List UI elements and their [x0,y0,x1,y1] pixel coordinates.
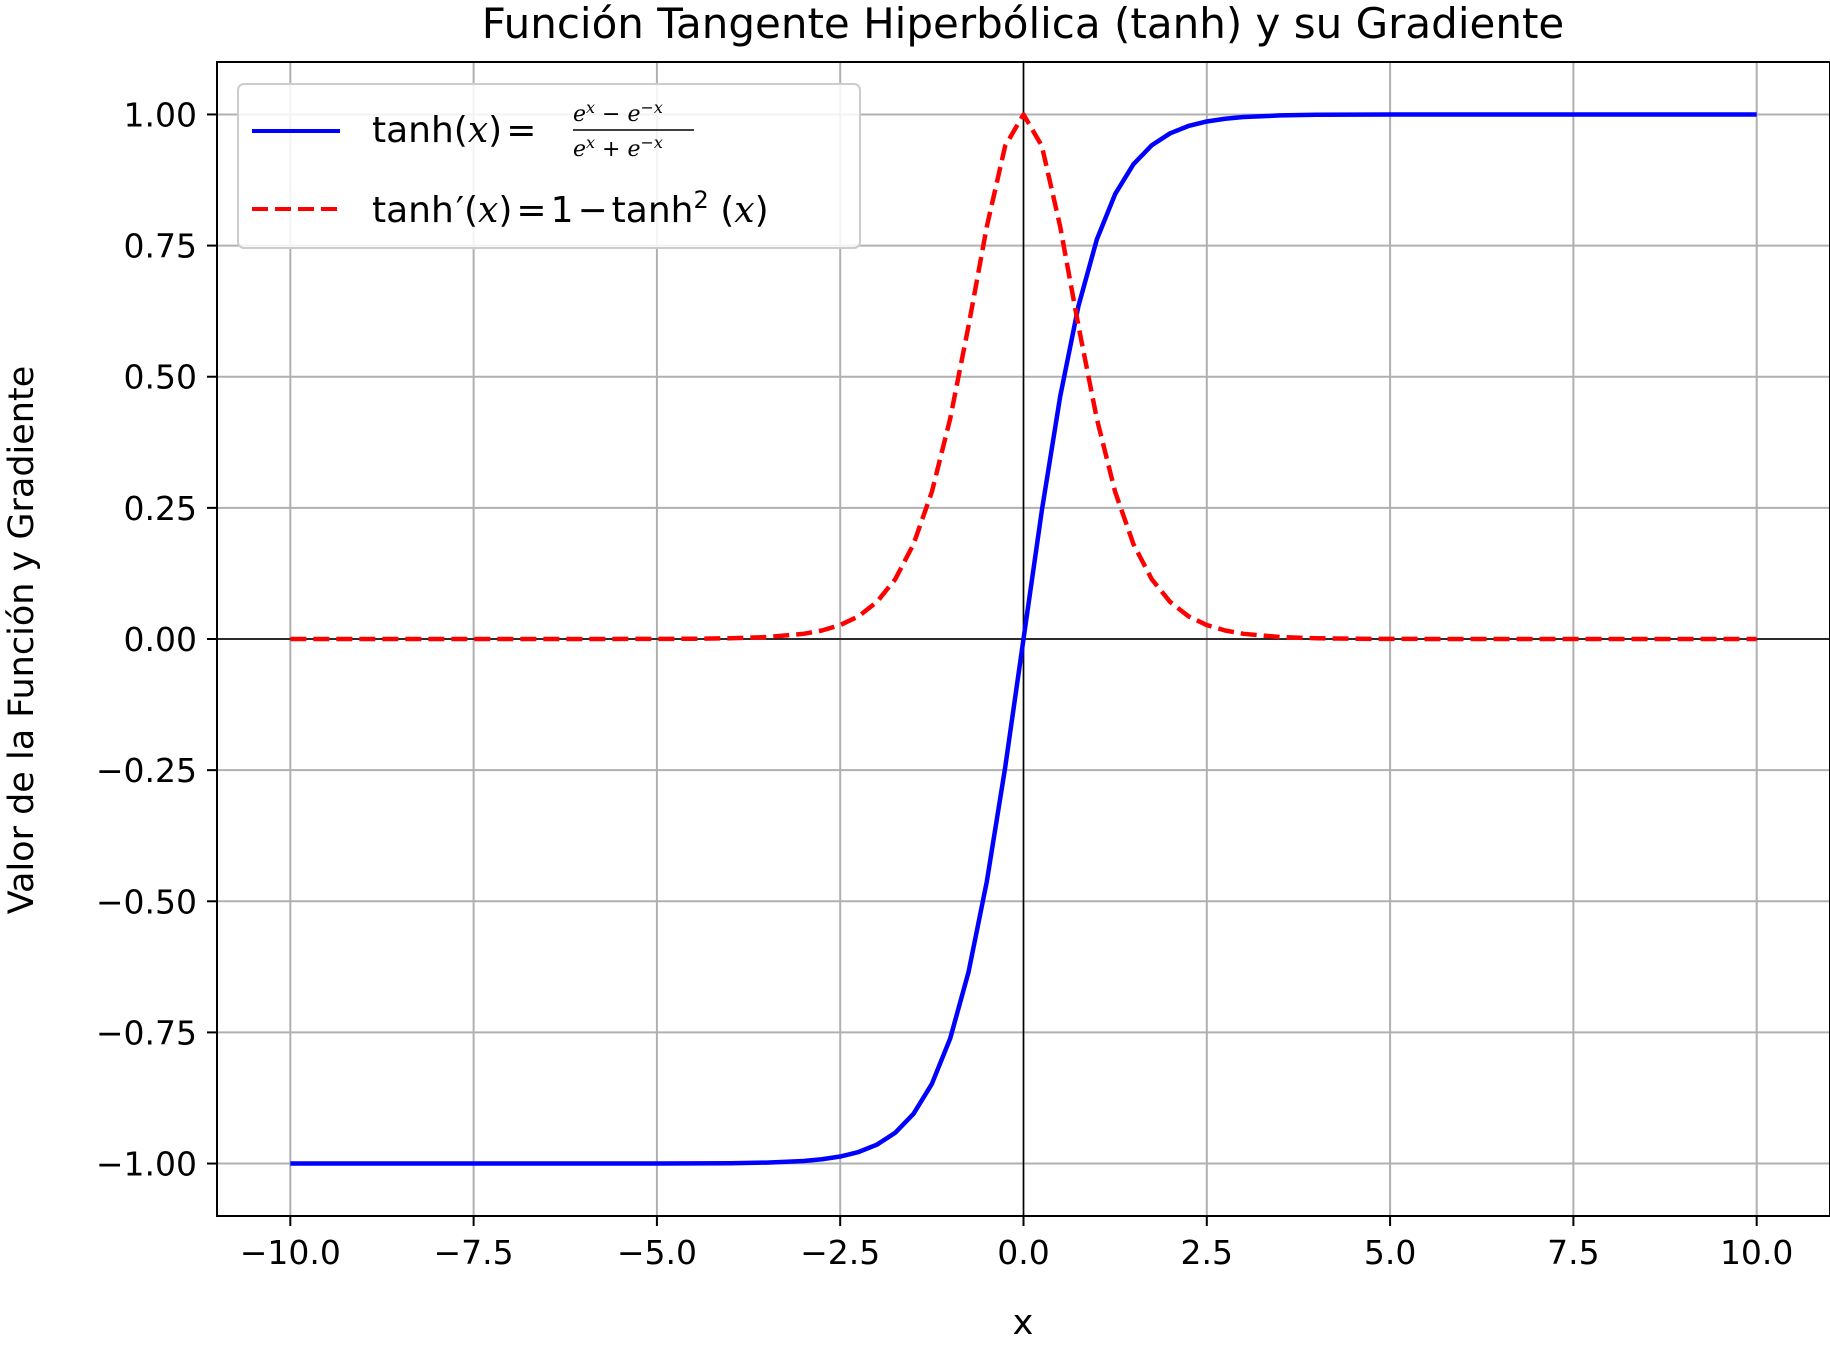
y-tick-label-8: 1.00 [124,95,197,134]
y-tick-label-3: −0.25 [96,751,197,790]
x-tick-label-7: 7.5 [1547,1233,1599,1272]
y-tick-label-2: −0.50 [96,882,197,921]
legend: tanh(x) = ex − e−x ex + e−x tanh′(x) = 1− ta… [237,83,861,249]
x-axis-title: x [1013,1303,1034,1343]
legend-label-tanh: tanh(x) = [372,110,536,151]
x-tick-label-4: 0.0 [997,1233,1049,1272]
series-line-0 [290,112,1757,1166]
y-tick-label-6: 0.50 [124,358,197,397]
x-tick-label-1: −7.5 [434,1233,514,1272]
x-tick-label-3: −2.5 [800,1233,880,1272]
x-tick-label-0: −10.0 [240,1233,341,1272]
x-tick-label-6: 5.0 [1364,1233,1416,1272]
chart-title: Función Tangente Hiperbólica (tanh) y su… [482,0,1565,48]
y-axis-title: Valor de la Función y Gradiente [2,366,42,914]
plot-lines [290,112,1757,1166]
y-axis-ticks: −1.00 −0.75 −0.50 −0.25 0.00 0.25 0.50 0.75 1.00 [96,95,217,1184]
x-tick-label-2: −5.0 [617,1233,697,1272]
y-tick-label-4: 0.00 [124,620,197,659]
x-tick-label-5: 2.5 [1181,1233,1233,1272]
x-tick-label-8: 10.0 [1720,1233,1793,1272]
y-tick-label-5: 0.25 [124,489,197,528]
y-tick-label-7: 0.75 [124,227,197,266]
y-tick-label-1: −0.75 [96,1013,197,1052]
legend-box [237,83,861,249]
x-axis-ticks: −10.0 −7.5 −5.0 −2.5 0.0 2.5 5.0 7.5 10.0 [240,1216,1793,1272]
y-tick-label-0: −1.00 [96,1145,197,1184]
legend-label-gradient: tanh′(x) = 1− tanh2 (x) [372,186,769,231]
series-line-1 [290,112,1757,642]
